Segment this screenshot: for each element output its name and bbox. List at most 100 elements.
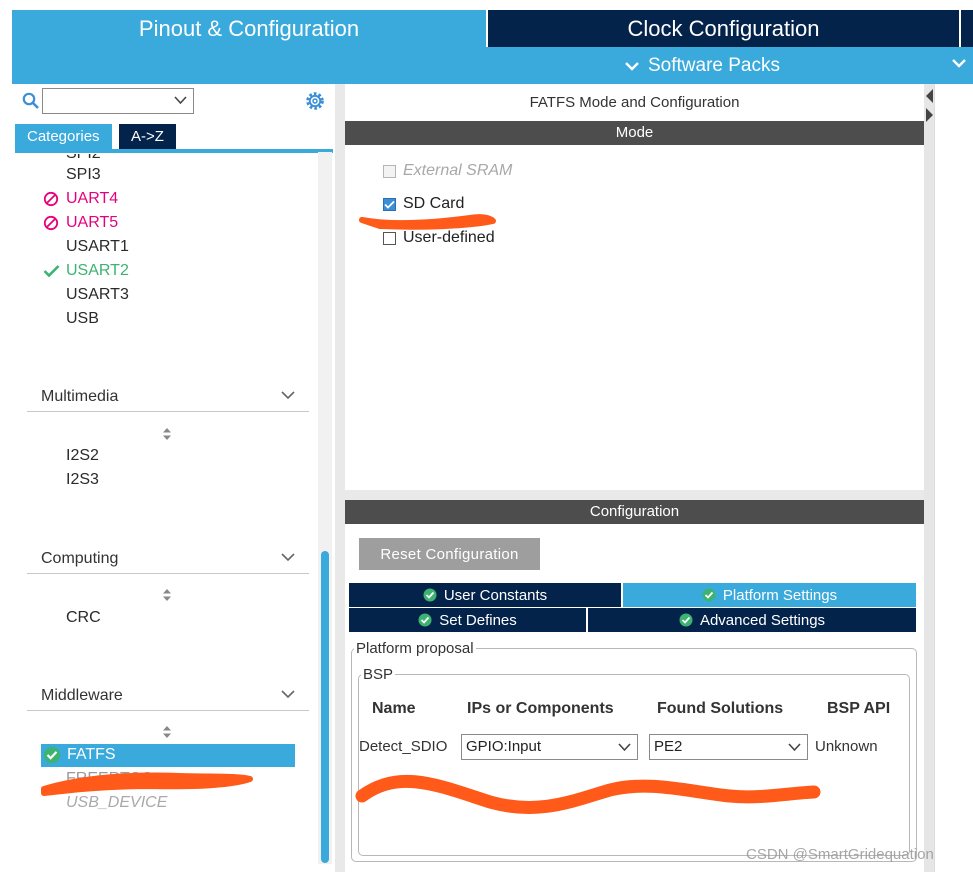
categories-panel: Categories A->Z	[12, 84, 334, 872]
sort-icon[interactable]	[162, 427, 172, 441]
mode-header: Mode	[345, 121, 924, 145]
column-header-bsp-api: BSP API	[827, 700, 891, 717]
tab-pinout-configuration[interactable]: Pinout & Configuration	[12, 10, 486, 47]
list-item-uart4[interactable]: UART4	[66, 190, 119, 207]
option-label: External SRAM	[403, 162, 513, 179]
chevron-down-icon	[618, 743, 631, 752]
search-input[interactable]	[46, 90, 170, 114]
section-gap	[345, 490, 924, 500]
bsp-group: BSP	[358, 666, 910, 856]
check-circle-icon	[418, 613, 432, 627]
tab-categories[interactable]: Categories	[15, 124, 112, 149]
checkbox-external-sram[interactable]	[383, 164, 396, 178]
tab-pinout-label: Pinout & Configuration	[138, 15, 360, 41]
option-user-defined[interactable]: User-defined	[383, 229, 495, 247]
tab-platform-settings[interactable]: Platform Settings	[623, 583, 916, 607]
check-circle-icon	[679, 613, 693, 627]
check-circle-icon	[702, 588, 716, 602]
watermark: CSDN @SmartGridequation	[746, 846, 934, 863]
tab-label: User Constants	[443, 586, 548, 604]
list-item-spi3[interactable]: SPI3	[66, 166, 101, 183]
ip-component-select[interactable]: GPIO:Input	[461, 734, 638, 760]
list-item-usart2[interactable]: USART2	[66, 262, 129, 279]
reset-configuration-button[interactable]: Reset Configuration	[359, 538, 540, 570]
mode-configuration-panel: FATFS Mode and Configuration Mode Extern…	[345, 84, 924, 872]
group-label: Platform proposal	[356, 640, 474, 657]
side-panel	[934, 84, 973, 872]
checkmark-icon	[43, 260, 61, 282]
column-header-solutions: Found Solutions	[657, 700, 784, 717]
tab-advanced-settings[interactable]: Advanced Settings	[588, 608, 916, 632]
list-item-freertos[interactable]: FREERTOS	[66, 770, 153, 787]
panel-splitter[interactable]	[335, 84, 345, 872]
tab-label: Platform Settings	[722, 586, 838, 604]
tab-underline	[15, 149, 333, 153]
section-multimedia[interactable]: Multimedia	[27, 381, 309, 412]
cell-name: Detect_SDIO	[359, 738, 448, 755]
chevron-down-icon	[625, 62, 639, 71]
sort-icon[interactable]	[162, 725, 172, 739]
tab-overflow[interactable]	[961, 10, 973, 47]
list-item-i2s3[interactable]: I2S3	[66, 471, 99, 488]
list-item-selected-bg	[41, 744, 295, 767]
tab-label: Advanced Settings	[699, 611, 826, 629]
panel-title: FATFS Mode and Configuration	[529, 94, 740, 111]
chevron-down-icon[interactable]	[951, 57, 967, 69]
checkbox-user-defined[interactable]	[383, 231, 396, 245]
no-entry-icon	[43, 188, 61, 210]
tab-a-to-z-label: A->Z	[131, 128, 164, 145]
tab-clock-configuration[interactable]: Clock Configuration	[488, 10, 959, 47]
list-item-i2s2[interactable]: I2S2	[66, 447, 99, 464]
section-title: Multimedia	[41, 388, 119, 405]
list-item-usb-device[interactable]: USB_DEVICE	[66, 794, 168, 811]
list-item-crc[interactable]: CRC	[66, 609, 101, 626]
checkmark-icon	[384, 200, 395, 209]
tab-a-to-z[interactable]: A->Z	[119, 124, 176, 149]
list-item-usb[interactable]: USB	[66, 310, 99, 327]
select-value: PE2	[654, 738, 683, 755]
tab-clock-label: Clock Configuration	[627, 15, 820, 41]
tab-set-defines[interactable]: Set Defines	[349, 608, 586, 632]
checkbox-sd-card[interactable]	[383, 197, 396, 211]
cell-bsp-api: Unknown	[815, 738, 878, 755]
tab-label: Set Defines	[439, 611, 517, 629]
section-middleware[interactable]: Middleware	[27, 680, 309, 711]
list-item-usart3[interactable]: USART3	[66, 286, 129, 303]
list-item-usart1[interactable]: USART1	[66, 238, 129, 255]
list-item-spi2[interactable]: SPI2	[66, 154, 101, 162]
group-label: BSP	[363, 666, 394, 683]
chevron-down-icon[interactable]	[174, 96, 187, 105]
check-circle-icon	[423, 588, 437, 602]
no-entry-icon	[43, 212, 61, 234]
column-header-ips: IPs or Components	[467, 700, 614, 717]
gear-icon[interactable]	[304, 90, 326, 112]
software-packs-bar: Software Packs	[12, 47, 973, 84]
list-item-fatfs[interactable]: FATFS	[67, 746, 116, 763]
software-packs-label: Software Packs	[648, 55, 780, 76]
tab-user-constants[interactable]: User Constants	[349, 583, 621, 607]
search-combobox[interactable]	[42, 88, 194, 114]
platform-proposal-group: Platform proposal	[351, 640, 917, 862]
chevron-down-icon	[281, 391, 295, 400]
section-title: Middleware	[41, 687, 123, 704]
select-value: GPIO:Input	[466, 738, 542, 755]
chevron-down-icon	[788, 743, 801, 752]
scrollbar-thumb[interactable]	[321, 551, 329, 863]
sort-icon[interactable]	[162, 588, 172, 602]
found-solution-select[interactable]: PE2	[649, 734, 808, 760]
option-sd-card[interactable]: SD Card	[383, 195, 464, 213]
collapse-arrow-icon[interactable]	[924, 86, 934, 126]
chevron-down-icon	[281, 690, 295, 699]
search-icon[interactable]	[22, 92, 40, 110]
configuration-header: Configuration	[345, 500, 924, 524]
option-label: SD Card	[403, 195, 465, 212]
tab-categories-label: Categories	[27, 128, 100, 145]
list-item-uart5[interactable]: UART5	[66, 214, 119, 231]
option-label: User-defined	[403, 229, 495, 246]
check-circle-icon	[43, 744, 61, 766]
software-packs-menu[interactable]: Software Packs	[624, 55, 780, 77]
option-external-sram[interactable]: External SRAM	[383, 162, 512, 180]
right-splitter[interactable]	[924, 84, 934, 872]
section-title: Computing	[41, 550, 119, 567]
section-computing[interactable]: Computing	[27, 543, 309, 574]
